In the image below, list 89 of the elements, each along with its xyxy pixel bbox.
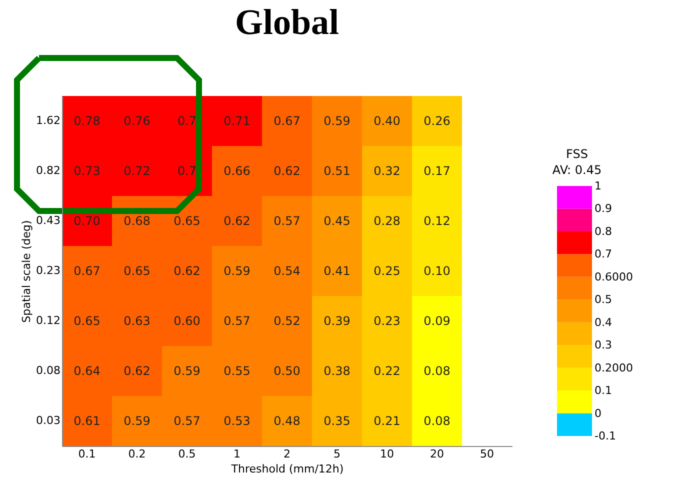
data-label: 0.57 xyxy=(174,414,200,428)
data-label: 0.59 xyxy=(124,414,150,428)
x-tick-label: 0.5 xyxy=(178,448,196,460)
data-label: 0.7 xyxy=(177,164,197,178)
data-label: 0.38 xyxy=(324,364,350,378)
y-tick-label: 0.43 xyxy=(36,214,60,227)
data-label: 0.62 xyxy=(274,164,300,178)
data-label: 0.67 xyxy=(274,114,300,128)
data-label: 0.61 xyxy=(74,414,100,428)
data-label: 0.78 xyxy=(74,114,100,128)
y-axis-title: Spatial scale (deg) xyxy=(20,220,34,323)
data-label: 0.76 xyxy=(124,114,150,128)
text: AV: 0.45 xyxy=(552,163,602,177)
data-label: 0.21 xyxy=(374,414,400,428)
data-label: 0.72 xyxy=(124,164,150,178)
color-bar-label: -0.1 xyxy=(594,430,616,442)
data-label: 0.41 xyxy=(324,264,350,278)
data-label: 0.67 xyxy=(74,264,100,278)
data-label: 0.57 xyxy=(224,314,250,328)
color-bar-label: 0.8 xyxy=(594,224,612,238)
data-label: 0.17 xyxy=(424,164,450,178)
data-label: 0.62 xyxy=(174,264,200,278)
y-tick-label: 0.23 xyxy=(36,264,60,277)
color-bar-label: 0.2000 xyxy=(594,361,633,374)
color-bar-label: 0.5 xyxy=(594,293,612,306)
data-label: 0.73 xyxy=(74,164,100,178)
x-tick-label: 0.1 xyxy=(78,448,96,460)
data-label: 0.60 xyxy=(174,314,200,328)
x-tick-label: 1 xyxy=(234,448,240,460)
data-label: 0.7 xyxy=(177,114,197,128)
chart-title: Global xyxy=(234,2,340,42)
legend-title: FSS xyxy=(566,147,588,161)
data-label: 0.65 xyxy=(74,314,100,328)
data-label: 0.62 xyxy=(224,214,250,228)
data-label: 0.63 xyxy=(124,314,150,328)
y-tick-label: 0.82 xyxy=(36,164,60,177)
data-label: 0.59 xyxy=(224,264,250,278)
data-label: 0.23 xyxy=(374,314,400,328)
data-label: 0.64 xyxy=(74,364,100,378)
data-label: 0.66 xyxy=(224,164,250,178)
x-tick-label: 50 xyxy=(480,448,494,460)
data-label: 0.54 xyxy=(274,264,300,278)
color-bar-label: 0 xyxy=(594,406,602,420)
data-label: 0.68 xyxy=(124,214,150,228)
data-label: 0.40 xyxy=(374,114,400,128)
data-label: 0.39 xyxy=(324,314,350,328)
color-bar-label: 0.3 xyxy=(594,338,612,352)
data-label: 0.08 xyxy=(424,364,450,378)
color-bar-label: 0.9 xyxy=(594,202,612,216)
color-bar-label: 0.6000 xyxy=(594,270,633,284)
y-tick-label: 1.62 xyxy=(36,114,60,127)
x-tick-label: 0.2 xyxy=(128,448,146,460)
data-label: 0.59 xyxy=(324,114,350,128)
y-tick-label: 0.12 xyxy=(36,314,60,327)
data-label: 0.32 xyxy=(374,164,400,178)
data-label: 0.25 xyxy=(374,264,400,278)
data-label: 0.71 xyxy=(224,114,250,128)
data-label: 0.57 xyxy=(274,214,300,228)
color-bar-label: 1 xyxy=(594,180,602,192)
data-label: 0.53 xyxy=(224,414,250,428)
x-axis-title: Threshold (mm/12h) xyxy=(230,462,344,476)
data-label: 0.55 xyxy=(224,364,250,378)
data-label: 0.35 xyxy=(324,414,350,428)
data-label: 0.10 xyxy=(424,264,450,278)
data-label: 0.28 xyxy=(374,214,400,228)
data-label: 0.70 xyxy=(74,214,100,228)
data-label: 0.12 xyxy=(424,214,450,228)
data-label: 0.65 xyxy=(124,264,150,278)
data-label: 0.50 xyxy=(274,364,300,378)
y-tick-label: 0.08 xyxy=(36,364,60,377)
x-tick-label: 2 xyxy=(284,448,290,460)
data-label: 0.48 xyxy=(274,414,300,428)
x-tick-label: 5 xyxy=(334,448,340,460)
data-label: 0.09 xyxy=(424,314,450,328)
y-tick-label: 0.03 xyxy=(36,414,60,427)
data-label: 0.59 xyxy=(174,364,200,378)
x-tick-label: 20 xyxy=(430,448,444,460)
data-label: 0.45 xyxy=(324,214,350,228)
data-label: 0.26 xyxy=(424,114,450,128)
data-label: 0.62 xyxy=(124,364,150,378)
data-label: 0.22 xyxy=(374,364,400,378)
data-label: 0.51 xyxy=(324,164,350,178)
data-label: 0.65 xyxy=(174,214,200,228)
data-label: 0.52 xyxy=(274,314,300,328)
color-bar-label: 0.1 xyxy=(594,384,612,398)
x-tick-label: 10 xyxy=(380,448,394,460)
data-label: 0.08 xyxy=(424,414,450,428)
color-bar-label: 0.4 xyxy=(594,316,612,329)
color-bar-label: 0.7 xyxy=(594,248,612,261)
